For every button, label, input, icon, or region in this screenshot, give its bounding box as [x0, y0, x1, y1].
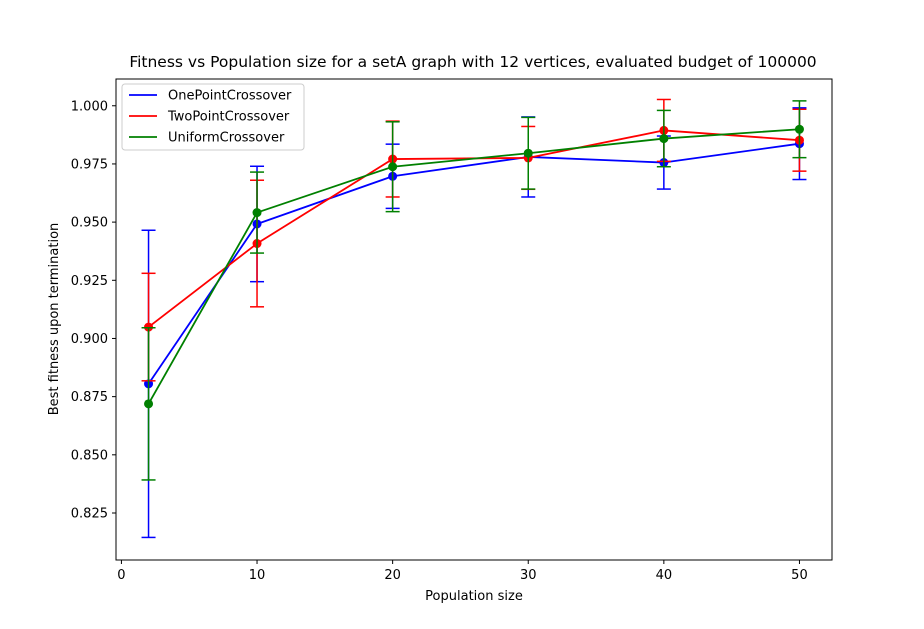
- x-tick-label: 20: [384, 568, 401, 583]
- x-tick-label: 40: [656, 568, 673, 583]
- x-tick-label: 10: [249, 568, 266, 583]
- x-axis: 0 10 20 30 40 50: [117, 560, 808, 583]
- data-point: [388, 162, 398, 172]
- x-tick-label: 30: [520, 568, 537, 583]
- y-tick-label: 0.925: [71, 274, 108, 289]
- legend-label: OnePointCrossover: [168, 89, 292, 104]
- plot-frame: [115, 78, 833, 561]
- data-point: [144, 399, 154, 409]
- y-tick-label: 0.900: [71, 332, 108, 347]
- series-uniformcrossover: [141, 100, 807, 481]
- data-point: [252, 208, 262, 218]
- data-point: [523, 148, 533, 158]
- y-tick-label: 0.850: [71, 448, 108, 463]
- y-tick-label: 0.975: [71, 157, 108, 172]
- y-tick-label: 0.825: [71, 506, 108, 521]
- y-tick-label: 1.000: [71, 99, 108, 114]
- legend-label: UniformCrossover: [168, 131, 285, 146]
- series-line: [147, 129, 800, 328]
- chart-title: Fitness vs Population size for a setA gr…: [129, 53, 816, 71]
- x-axis-label: Population size: [425, 589, 523, 604]
- series-line: [147, 128, 800, 405]
- y-tick-label: 0.875: [71, 390, 108, 405]
- legend: OnePointCrossover TwoPointCrossover Unifor…: [121, 83, 305, 151]
- data-point: [659, 134, 669, 144]
- y-tick-label: 0.950: [71, 216, 108, 231]
- legend-box: [121, 83, 305, 151]
- y-axis-label: Best fitness upon termination: [47, 223, 62, 416]
- y-axis: 0.825 0.850 0.875 0.900 0.925 0.950 0.975 1.000: [71, 99, 116, 521]
- series-line: [147, 142, 800, 385]
- x-tick-label: 50: [791, 568, 808, 583]
- x-tick-label: 0: [117, 568, 125, 583]
- series-layer: [141, 98, 807, 539]
- data-point: [794, 124, 804, 134]
- legend-label: TwoPointCrossover: [167, 110, 290, 125]
